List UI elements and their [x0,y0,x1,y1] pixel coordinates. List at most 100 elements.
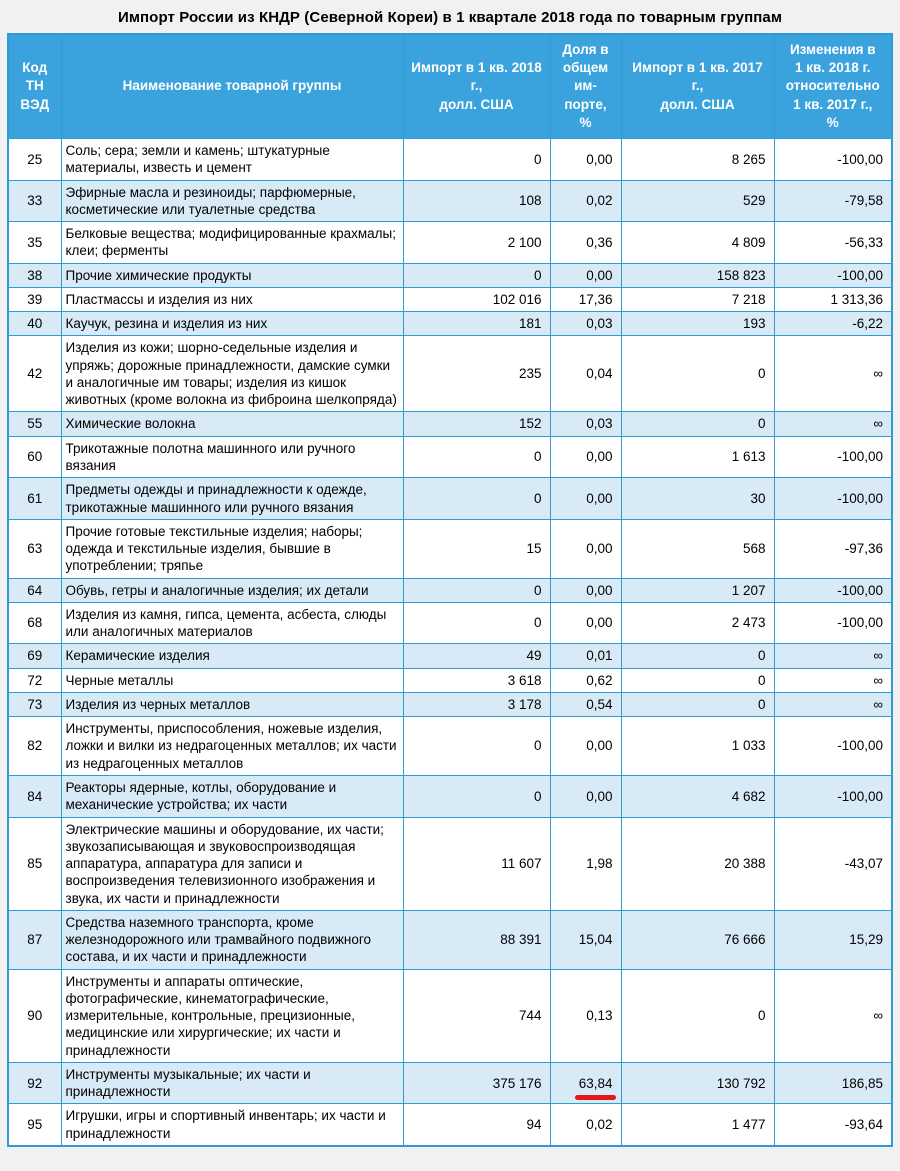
change-cell: ∞ [773,411,893,437]
change-cell: ∞ [773,968,893,1063]
import-2018-cell: 2 100 [402,221,551,264]
change-cell: -100,00 [773,435,893,479]
code-cell: 73 [7,691,62,718]
change-cell: ∞ [773,335,893,413]
table-row: 82 Инструменты, приспособления, ножевые … [7,716,893,776]
col-header-import-2017: Импорт в 1 кв. 2017 г., долл. США [620,33,775,139]
import-2018-cell: 94 [402,1103,551,1147]
share-cell: 63,84 [549,1061,622,1105]
name-cell: Изделия из камня, гипса, цемента, асбест… [60,601,404,645]
code-cell: 38 [7,262,62,288]
code-cell: 85 [7,816,62,911]
name-cell: Белковые вещества; модифицированные крах… [60,221,404,264]
change-cell: -100,00 [773,138,893,181]
table-row: 60 Трикотажные полотна машинного или руч… [7,435,893,479]
import-2017-cell: 193 [620,311,775,337]
share-cell: 0,04 [549,335,622,413]
red-underline-annotation [574,1094,616,1100]
share-cell: 17,36 [549,286,622,313]
share-value: 0,02 [586,1117,613,1133]
change-cell: -100,00 [773,577,893,603]
change-cell: ∞ [773,667,893,693]
name-cell: Пластмассы и изделия из них [60,286,404,313]
share-cell: 0,02 [549,1103,622,1147]
import-2017-cell: 7 218 [620,286,775,313]
table-row: 85 Электрические машины и оборудование, … [7,816,893,911]
change-cell: -100,00 [773,477,893,520]
table-row: 40 Каучук, резина и изделия из них 181 0… [7,311,893,337]
share-value: 0,00 [586,582,613,598]
import-2017-cell: 0 [620,667,775,693]
import-2018-cell: 0 [402,138,551,181]
import-2017-cell: 568 [620,518,775,579]
share-cell: 0,02 [549,179,622,223]
table-row: 90 Инструменты и аппараты оптические, фо… [7,968,893,1063]
import-2018-cell: 15 [402,518,551,579]
import-2017-cell: 4 682 [620,774,775,818]
name-cell: Каучук, резина и изделия из них [60,311,404,337]
import-2018-cell: 235 [402,335,551,413]
table-row: 38 Прочие химические продукты 0 0,00 158… [7,262,893,288]
code-cell: 84 [7,774,62,818]
share-cell: 0,00 [549,435,622,479]
import-2018-cell: 108 [402,179,551,223]
import-2017-cell: 76 666 [620,909,775,970]
table-row: 42 Изделия из кожи; шорно-седельные изде… [7,335,893,413]
name-cell: Игрушки, игры и спортивный инвентарь; их… [60,1103,404,1147]
import-2017-cell: 8 265 [620,138,775,181]
share-value: 0,00 [586,738,613,754]
share-value: 0,36 [586,234,613,250]
code-cell: 35 [7,221,62,264]
share-value: 0,00 [586,541,613,557]
share-value: 17,36 [578,291,613,307]
share-value: 0,00 [586,151,613,167]
name-cell: Изделия из кожи; шорно-седельные изделия… [60,335,404,413]
share-value: 1,98 [586,856,613,872]
imports-table: Код ТН ВЭД Наименование товарной группы … [7,33,893,1148]
share-value: 0,01 [586,648,613,664]
import-2017-cell: 0 [620,411,775,437]
name-cell: Прочие готовые текстильные изделия; набо… [60,518,404,579]
name-cell: Прочие химические продукты [60,262,404,288]
change-cell: -100,00 [773,601,893,645]
share-value: 0,02 [586,193,613,209]
name-cell: Черные металлы [60,667,404,693]
table-row: 64 Обувь, гетры и аналогичные изделия; и… [7,577,893,603]
name-cell: Инструменты и аппараты оптические, фотог… [60,968,404,1063]
share-value: 0,00 [586,788,613,804]
share-cell: 0,00 [549,601,622,645]
table-row: 92 Инструменты музыкальные; их части и п… [7,1061,893,1105]
import-2017-cell: 30 [620,477,775,520]
code-cell: 55 [7,411,62,437]
import-2018-cell: 0 [402,477,551,520]
share-cell: 0,00 [549,716,622,776]
import-2018-cell: 3 618 [402,667,551,693]
import-2017-cell: 1 033 [620,716,775,776]
table-row: 63 Прочие готовые текстильные изделия; н… [7,518,893,579]
import-2017-cell: 0 [620,968,775,1063]
share-cell: 0,00 [549,518,622,579]
change-cell: ∞ [773,643,893,669]
import-2018-cell: 0 [402,262,551,288]
table-body: 25 Соль; сера; земли и камень; штукатурн… [7,138,893,1147]
name-cell: Изделия из черных металлов [60,691,404,718]
col-header-change: Изменения в 1 кв. 2018 г. относительно 1… [773,33,893,139]
import-2017-cell: 130 792 [620,1061,775,1105]
import-2018-cell: 0 [402,577,551,603]
import-2018-cell: 375 176 [402,1061,551,1105]
import-2017-cell: 158 823 [620,262,775,288]
table-row: 84 Реакторы ядерные, котлы, оборудование… [7,774,893,818]
import-2017-cell: 0 [620,335,775,413]
name-cell: Химические волокна [60,411,404,437]
share-cell: 0,54 [549,691,622,718]
import-2017-cell: 1 477 [620,1103,775,1147]
import-2018-cell: 152 [402,411,551,437]
change-cell: -79,58 [773,179,893,223]
share-cell: 0,62 [549,667,622,693]
import-2018-cell: 181 [402,311,551,337]
share-cell: 0,13 [549,968,622,1063]
import-2017-cell: 529 [620,179,775,223]
share-value: 0,03 [586,316,613,332]
code-cell: 87 [7,909,62,970]
code-cell: 69 [7,643,62,669]
